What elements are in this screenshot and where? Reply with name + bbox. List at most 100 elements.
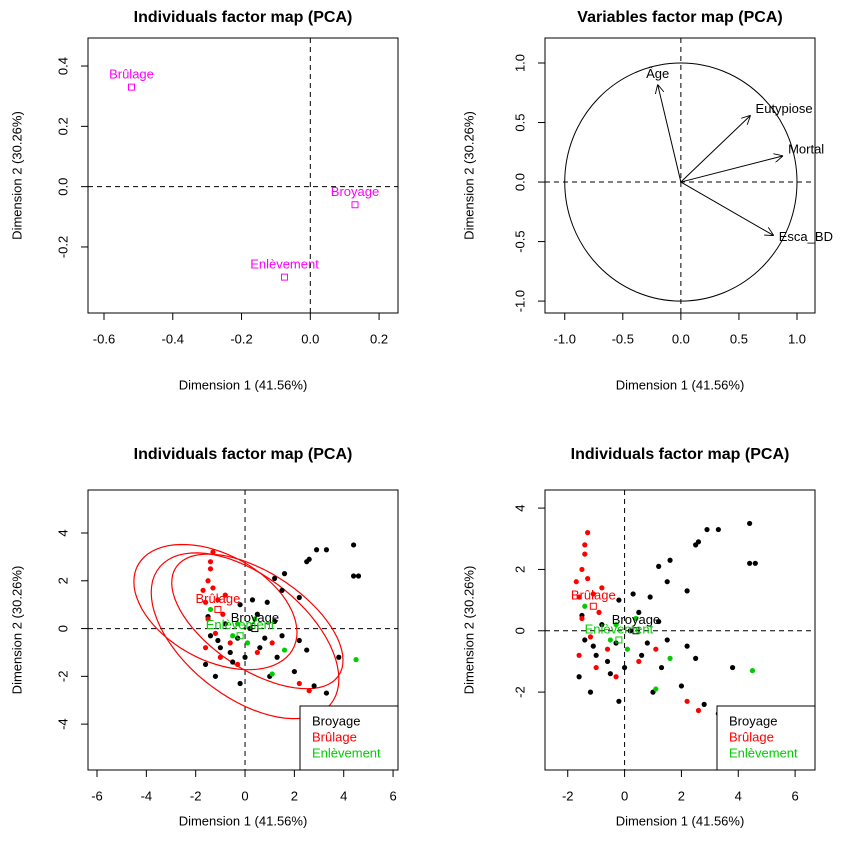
point bbox=[212, 673, 219, 679]
y-tick-label: 0 bbox=[55, 625, 70, 632]
point bbox=[311, 683, 317, 689]
point bbox=[616, 597, 622, 603]
plot-frame bbox=[87, 37, 399, 314]
point bbox=[306, 688, 312, 694]
legend-label: Enlèvement bbox=[312, 745, 381, 760]
x-tick-label: 6 bbox=[389, 788, 396, 803]
point bbox=[304, 647, 310, 653]
point bbox=[281, 647, 288, 653]
point bbox=[202, 661, 209, 668]
arrow bbox=[680, 156, 783, 183]
x-tick-label: 0 bbox=[241, 788, 248, 803]
point bbox=[656, 563, 662, 569]
x-tick-label: 4 bbox=[735, 788, 742, 803]
chart-title: Variables factor map (PCA) bbox=[577, 9, 782, 26]
point bbox=[582, 603, 588, 609]
y-tick-label: -0.2 bbox=[55, 236, 70, 258]
point bbox=[222, 592, 228, 598]
point bbox=[272, 618, 278, 624]
point bbox=[613, 622, 619, 628]
point bbox=[279, 587, 285, 593]
x-tick-label: 2 bbox=[678, 788, 685, 803]
point bbox=[701, 701, 707, 707]
y-tick-label: 0.0 bbox=[512, 173, 527, 191]
point bbox=[254, 611, 260, 617]
point bbox=[590, 591, 596, 597]
point bbox=[227, 640, 233, 646]
x-axis-label: Dimension 1 (41.56%) bbox=[179, 377, 308, 392]
y-tick-label: -2 bbox=[512, 686, 527, 698]
point bbox=[579, 615, 585, 622]
point bbox=[607, 671, 613, 677]
point bbox=[678, 683, 685, 689]
point bbox=[644, 640, 650, 646]
plot-frame bbox=[544, 37, 816, 314]
point bbox=[747, 560, 753, 566]
point bbox=[624, 646, 631, 652]
point bbox=[235, 661, 241, 668]
point bbox=[585, 530, 591, 536]
point bbox=[215, 597, 221, 603]
legend-label: Enlèvement bbox=[729, 745, 798, 760]
point bbox=[235, 635, 241, 641]
centroid-label: Broyage bbox=[231, 610, 279, 625]
arrow bbox=[680, 181, 774, 236]
point bbox=[207, 566, 214, 572]
point bbox=[207, 559, 214, 565]
point bbox=[658, 664, 665, 671]
point bbox=[336, 654, 342, 660]
point bbox=[599, 622, 605, 628]
x-tick-label: -2 bbox=[562, 788, 574, 803]
centroid bbox=[632, 627, 640, 635]
point bbox=[664, 637, 670, 643]
point bbox=[207, 606, 214, 613]
point bbox=[693, 655, 699, 661]
point bbox=[296, 637, 302, 644]
x-tick-label: 2 bbox=[291, 788, 298, 803]
x-tick-label: 1.0 bbox=[788, 331, 806, 346]
point bbox=[590, 643, 596, 649]
point bbox=[242, 654, 248, 660]
centroid-label: Enlèvement bbox=[206, 617, 275, 632]
point bbox=[749, 668, 756, 674]
y-tick-label: 4 bbox=[55, 529, 70, 536]
legend-label: Broyage bbox=[312, 713, 360, 728]
point bbox=[613, 674, 619, 680]
point bbox=[323, 547, 330, 553]
y-tick-label: 0.5 bbox=[512, 113, 527, 131]
y-tick-label: 0.0 bbox=[55, 178, 70, 196]
point bbox=[647, 594, 653, 600]
centroid-label: Enlèvement bbox=[585, 621, 654, 636]
arrow-label: Eutypiose bbox=[756, 101, 813, 116]
point bbox=[313, 547, 320, 553]
point bbox=[630, 591, 636, 597]
point bbox=[704, 526, 710, 533]
point bbox=[247, 625, 253, 632]
y-axis-label: Dimension 2 (30.26%) bbox=[461, 111, 476, 240]
point bbox=[639, 652, 645, 658]
point bbox=[244, 640, 251, 646]
point bbox=[210, 585, 216, 591]
point bbox=[573, 579, 579, 585]
point bbox=[237, 602, 243, 608]
point bbox=[621, 664, 628, 671]
point bbox=[684, 588, 690, 594]
point bbox=[269, 671, 275, 677]
point bbox=[269, 640, 275, 646]
legend-label: Brûlage bbox=[729, 729, 774, 744]
y-tick-label: 2 bbox=[55, 577, 70, 584]
point bbox=[576, 594, 582, 600]
point bbox=[582, 542, 588, 548]
point bbox=[205, 616, 211, 622]
point bbox=[202, 645, 209, 651]
point-label: Broyage bbox=[331, 184, 379, 199]
point bbox=[593, 652, 599, 658]
point bbox=[202, 599, 209, 605]
point bbox=[217, 645, 223, 651]
point bbox=[585, 576, 591, 582]
arrow-label: Âge bbox=[646, 66, 669, 81]
point bbox=[249, 597, 256, 603]
point bbox=[281, 273, 289, 281]
x-tick-label: -4 bbox=[141, 788, 153, 803]
